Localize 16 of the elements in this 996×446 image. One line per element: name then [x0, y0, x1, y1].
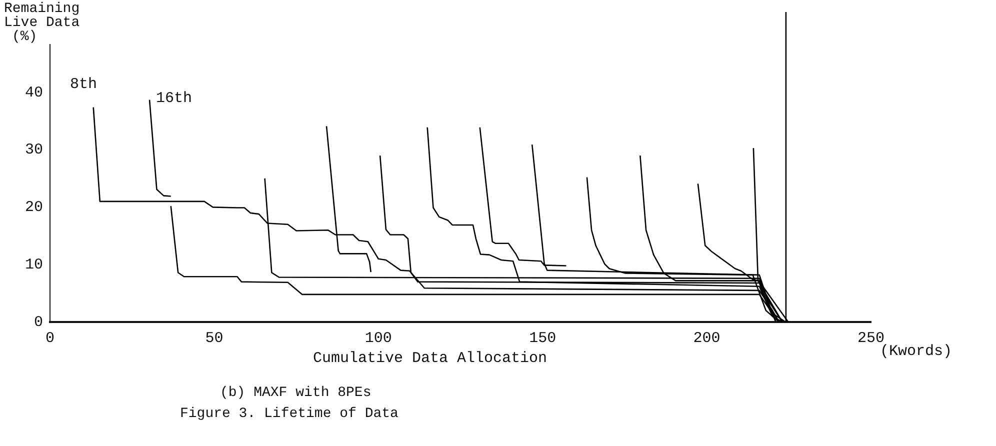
y-tick-label: 20: [24, 199, 44, 216]
x-tick-label: 100: [364, 330, 392, 347]
x-tick-label: 200: [693, 330, 720, 347]
y-tick-label: 40: [24, 84, 44, 102]
y-tick-label: 30: [24, 142, 44, 159]
text: (b) MAXF with 8PEs: [220, 385, 372, 401]
text: Figure 3. Lifetime of Data: [180, 406, 398, 422]
y-tick-label: 0: [34, 314, 44, 331]
annotation: 8th: [70, 76, 98, 93]
y-axis-title: Remaining Live Data (%): [4, 1, 86, 45]
y-tick-label: 10: [24, 256, 44, 274]
x-axis-title: Cumulative Data Allocation: [312, 350, 548, 367]
x-tick-label: 50: [205, 330, 224, 347]
x-tick-label: 0: [45, 330, 55, 347]
x-tick-label: 150: [529, 330, 556, 347]
annotation: 16th: [156, 90, 192, 107]
